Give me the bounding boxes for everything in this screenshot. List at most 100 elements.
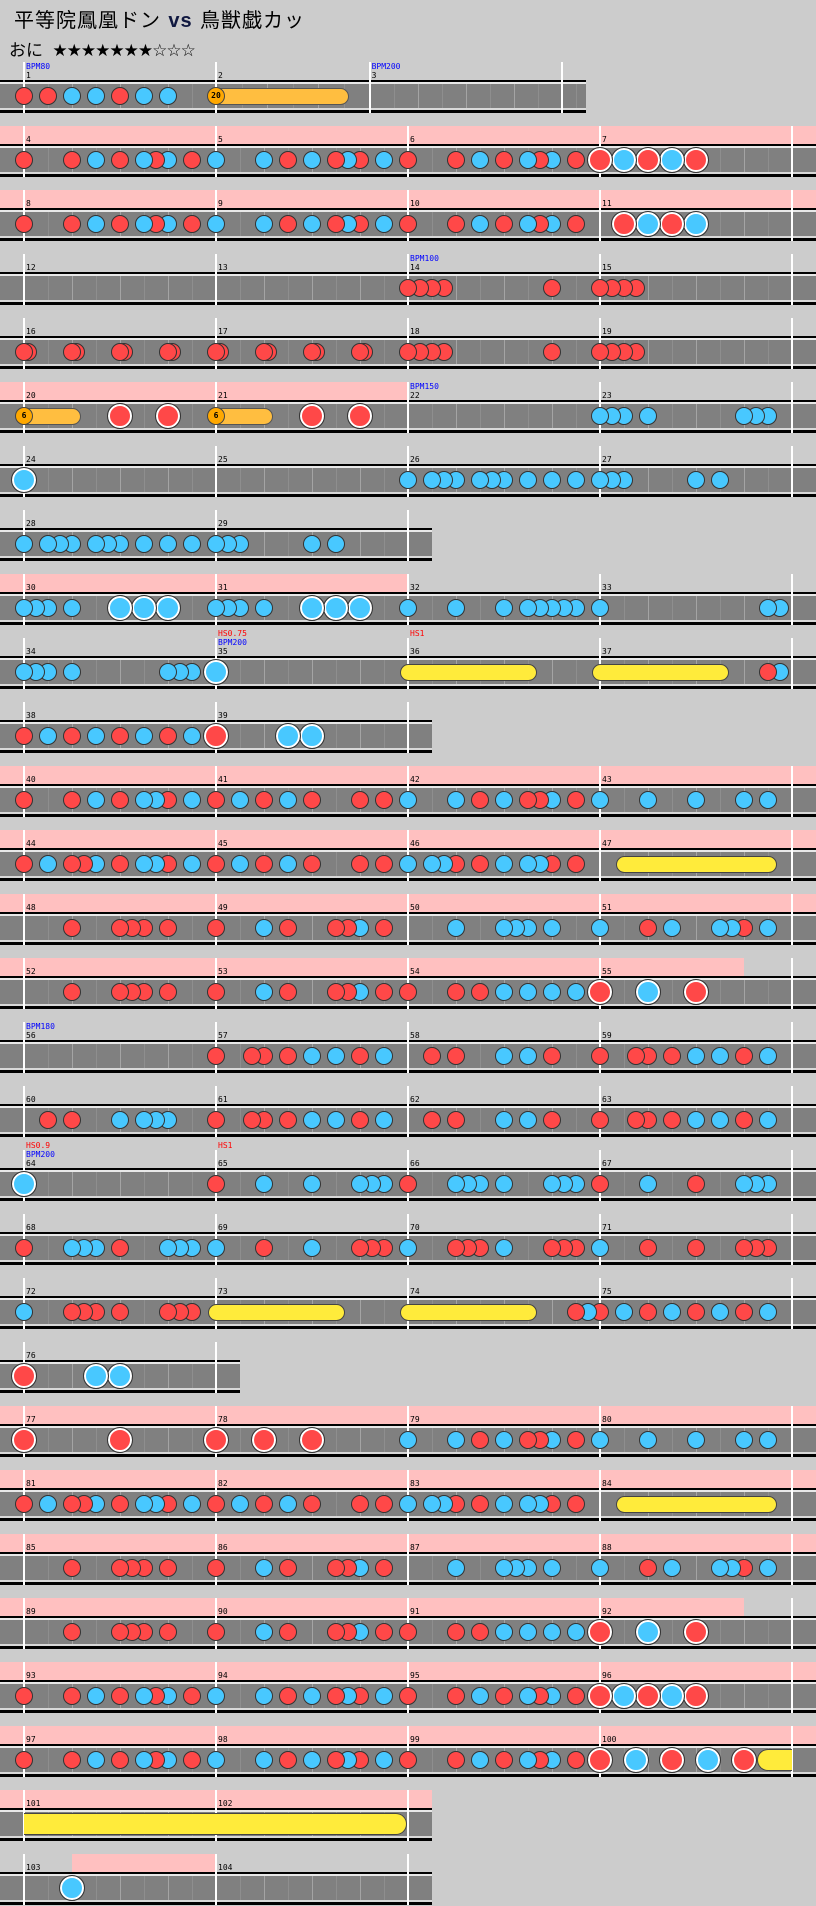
- ka-note: [207, 215, 225, 233]
- ka-note: [735, 791, 753, 809]
- don-note: [471, 855, 489, 873]
- beat-gridline: [480, 404, 481, 428]
- don-note: [639, 1239, 657, 1257]
- beat-gridline: [336, 724, 337, 748]
- measure-barline: [599, 830, 601, 881]
- beat-gridline: [648, 468, 649, 492]
- ka-note: [735, 1175, 753, 1193]
- measure-number: 53: [218, 967, 228, 976]
- beat-gridline: [240, 340, 241, 364]
- beat-gridline: [312, 980, 313, 1004]
- gogo-time-band: [600, 1406, 816, 1424]
- don-note: [543, 1239, 561, 1257]
- ka-note: [519, 1047, 537, 1065]
- don-note: [399, 343, 417, 361]
- don-note: [111, 215, 129, 233]
- don-note: [279, 1559, 297, 1577]
- ka-note: [735, 407, 753, 425]
- beat-gridline: [624, 788, 625, 812]
- big-don-note: [251, 1427, 277, 1453]
- measure-number: 1: [26, 71, 31, 80]
- beat-gridline: [528, 276, 529, 300]
- beat-gridline: [768, 1684, 769, 1708]
- don-note: [279, 1623, 297, 1641]
- beat-gridline: [72, 468, 73, 492]
- gogo-time-band: [0, 1534, 216, 1552]
- measure-number: 98: [218, 1735, 228, 1744]
- beat-gridline: [648, 276, 649, 300]
- gogo-time-band: [216, 1726, 408, 1744]
- beat-gridline: [552, 404, 553, 428]
- beat-gridline: [768, 468, 769, 492]
- measure-barline: [791, 1662, 793, 1713]
- don-note: [567, 1687, 585, 1705]
- gogo-time-band: [0, 894, 216, 912]
- measure-number: 72: [26, 1287, 36, 1296]
- measure-number: 2: [218, 71, 223, 80]
- don-note: [399, 1623, 417, 1641]
- ka-note: [543, 983, 561, 1001]
- beat-gridline: [144, 1428, 145, 1452]
- don-note: [15, 215, 33, 233]
- measure-number: 22: [410, 391, 420, 400]
- don-note: [255, 855, 273, 873]
- measure-number: 47: [602, 839, 612, 848]
- beat-gridline: [720, 148, 721, 172]
- gogo-time-band: [408, 126, 600, 144]
- beat-gridline: [432, 596, 433, 620]
- don-note: [111, 87, 129, 105]
- chart-row: 30 31 32 33: [0, 574, 816, 626]
- beat-gridline: [192, 1428, 193, 1452]
- beat-gridline: [672, 340, 673, 364]
- beat-gridline: [264, 1876, 265, 1900]
- beat-gridline: [96, 1172, 97, 1196]
- measure-number: 76: [26, 1351, 36, 1360]
- measure-number: 7: [602, 135, 607, 144]
- beat-gridline: [480, 596, 481, 620]
- beat-gridline: [48, 1428, 49, 1452]
- beat-gridline: [360, 1300, 361, 1324]
- gogo-time-band: [600, 830, 816, 848]
- beat-gridline: [96, 276, 97, 300]
- ka-note: [519, 983, 537, 1001]
- big-ka-note: [611, 1683, 637, 1709]
- ka-note: [519, 471, 537, 489]
- beat-gridline: [240, 1044, 241, 1068]
- big-don-note: [731, 1747, 757, 1773]
- ka-note: [591, 791, 609, 809]
- don-note: [183, 1687, 201, 1705]
- beat-gridline: [288, 468, 289, 492]
- ka-note: [423, 855, 441, 873]
- gogo-time-band: [408, 766, 600, 784]
- don-note: [567, 215, 585, 233]
- ka-note: [255, 1175, 273, 1193]
- beat-gridline: [624, 1620, 625, 1644]
- big-don-note: [587, 1619, 613, 1645]
- ka-note: [255, 1687, 273, 1705]
- ka-note: [399, 791, 417, 809]
- ka-note: [495, 1431, 513, 1449]
- big-ka-note: [683, 211, 709, 237]
- beat-gridline: [744, 276, 745, 300]
- measure-barline: [215, 1854, 217, 1905]
- don-note: [639, 1559, 657, 1577]
- beat-gridline: [288, 1876, 289, 1900]
- don-note: [207, 1495, 225, 1513]
- beat-gridline: [336, 660, 337, 684]
- big-ka-note: [131, 595, 157, 621]
- ka-note: [495, 1047, 513, 1065]
- gogo-time-band: [600, 126, 816, 144]
- beat-gridline: [576, 1556, 577, 1580]
- beat-gridline: [312, 276, 313, 300]
- don-note: [63, 215, 81, 233]
- beat-gridline: [336, 1236, 337, 1260]
- ka-note: [495, 855, 513, 873]
- don-note: [543, 1047, 561, 1065]
- beat-gridline: [696, 916, 697, 940]
- beat-gridline: [120, 660, 121, 684]
- don-note: [567, 1431, 585, 1449]
- gogo-time-band: [216, 766, 408, 784]
- beat-gridline: [168, 468, 169, 492]
- beat-gridline: [96, 404, 97, 428]
- beat-gridline: [120, 276, 121, 300]
